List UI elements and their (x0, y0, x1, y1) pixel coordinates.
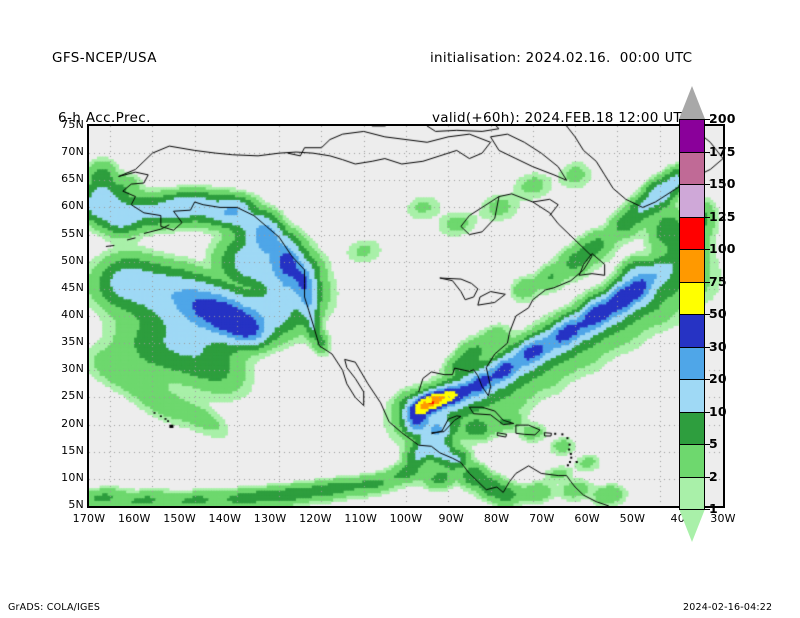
lat-tick-75n: 75N (61, 118, 84, 131)
colorbar-tick-mark (705, 509, 710, 510)
colorbar-tick-200: 200 (709, 111, 736, 126)
model-field: 6-h Acc.Prec. (58, 110, 151, 126)
colorbar-tick-75: 75 (709, 273, 727, 289)
lon-tick-60w: 60W (574, 512, 600, 525)
colorbar-tick-mark (705, 379, 710, 380)
lat-tick-10n: 10N (61, 470, 84, 484)
colorbar-band (679, 119, 705, 152)
colorbar-separator (679, 411, 705, 413)
colorbar-tick-mark (705, 444, 710, 445)
lat-tick-50n: 50N (61, 253, 84, 267)
initialisation-time: initialisation: 2024.02.16. 00:00 UTC (430, 50, 693, 66)
colorbar-band (679, 281, 705, 314)
model-name: GFS-NCEP/USA (52, 50, 157, 66)
colorbar-band (679, 476, 705, 509)
lon-tick-110w: 110W (344, 512, 378, 525)
colorbar-tick-150: 150 (709, 176, 736, 191)
colorbar-separator (679, 379, 705, 380)
lat-tick-70n: 70N (61, 145, 84, 159)
lon-tick-150w: 150W (163, 512, 196, 525)
lat-tick-30n: 30N (61, 362, 84, 376)
colorbar-band (679, 379, 705, 412)
colorbar-tick-mark (705, 216, 710, 218)
colorbar-separator (679, 444, 705, 445)
colorbar-separator (679, 216, 705, 218)
colorbar-under-arrow (679, 509, 705, 542)
lon-tick-170w: 170W (72, 512, 106, 525)
lat-tick-45n: 45N (61, 280, 84, 294)
lon-tick-140w: 140W (208, 512, 242, 525)
grads-credit: GrADS: COLA/IGES (8, 602, 101, 613)
colorbar-separator (679, 476, 705, 478)
lon-tick-100w: 100W (389, 512, 423, 525)
lon-tick-130w: 130W (253, 512, 287, 525)
colorbar-band (679, 444, 705, 477)
colorbar-tick-mark (705, 314, 710, 315)
colorbar-tick-mark (705, 281, 710, 283)
colorbar-tick-175: 175 (709, 143, 736, 159)
colorbar-tick-100: 100 (709, 241, 736, 256)
colorbar-separator (679, 509, 705, 510)
colorbar-tick-mark (705, 184, 710, 185)
colorbar-separator (679, 151, 705, 153)
colorbar-tick-1: 1 (709, 501, 718, 516)
precipitation-colorbar: 200 175 150 125 100 75 50 30 20 10 5 2 1 (679, 86, 736, 542)
colorbar-separator (679, 249, 705, 250)
colorbar-separator (679, 119, 705, 120)
precipitation-map (87, 124, 725, 508)
colorbar-tick-20: 20 (709, 371, 727, 386)
latitude-axis: 75N 70N 65N 60N 55N 50N 45N 40N 35N 30N 25N 20N 15N 1… (0, 119, 84, 511)
lat-tick-15n: 15N (61, 443, 84, 457)
lon-tick-40: 40 (670, 512, 685, 525)
lat-tick-65n: 65N (61, 172, 84, 186)
lat-tick-60n: 60N (61, 199, 84, 213)
lat-tick-55n: 55N (61, 226, 84, 240)
colorbar-separator (679, 346, 705, 348)
colorbar-tick-mark (705, 151, 710, 153)
colorbar-band (679, 249, 705, 282)
colorbar-separator (679, 314, 705, 315)
colorbar-band (679, 346, 705, 379)
colorbar-band (679, 216, 705, 249)
generation-timestamp: 2024-02-16-04:22 (683, 602, 773, 613)
colorbar-band (679, 184, 705, 217)
lon-tick-160w: 160W (117, 512, 151, 525)
lon-tick-90w: 90W (438, 512, 465, 525)
lon-tick-70w: 70W (529, 512, 555, 525)
colorbar-band (679, 411, 705, 444)
model-title-block: GFS-NCEP/USA 6-h Acc.Prec. (52, 8, 157, 148)
lat-tick-25n: 25N (61, 389, 84, 403)
colorbar-tick-30: 30 (709, 338, 727, 354)
colorbar-tick-mark (705, 411, 710, 413)
colorbar-separator (679, 184, 705, 185)
colorbar-tick-mark (705, 119, 710, 120)
lat-tick-20n: 20N (61, 416, 84, 430)
colorbar-over-arrow (679, 86, 705, 119)
lat-tick-40n: 40N (61, 308, 84, 321)
colorbar-tick-mark (705, 476, 710, 478)
lat-tick-35n: 35N (61, 335, 84, 349)
lon-tick-50w: 50W (619, 512, 646, 525)
colorbar-tick-10: 10 (709, 403, 727, 419)
colorbar-band (679, 314, 705, 347)
map-canvas (89, 126, 723, 506)
lon-tick-120w: 120W (299, 512, 332, 525)
lon-tick-30w: 30W (710, 512, 736, 525)
lon-tick-80w: 80W (483, 512, 510, 525)
colorbar-tick-125: 125 (709, 208, 736, 224)
colorbar-tick-mark (705, 346, 710, 348)
colorbar-tick-2: 2 (709, 468, 718, 484)
colorbar-tick-5: 5 (709, 436, 718, 451)
longitude-axis: 170W 160W 150W 140W 130W 120W 110W 100W 90W 80W 70… (73, 512, 736, 529)
colorbar-tick-50: 50 (709, 306, 727, 321)
colorbar-tick-mark (705, 249, 710, 250)
colorbar-band (679, 151, 705, 184)
lat-tick-5n: 5N (68, 498, 84, 511)
colorbar-separator (679, 281, 705, 283)
